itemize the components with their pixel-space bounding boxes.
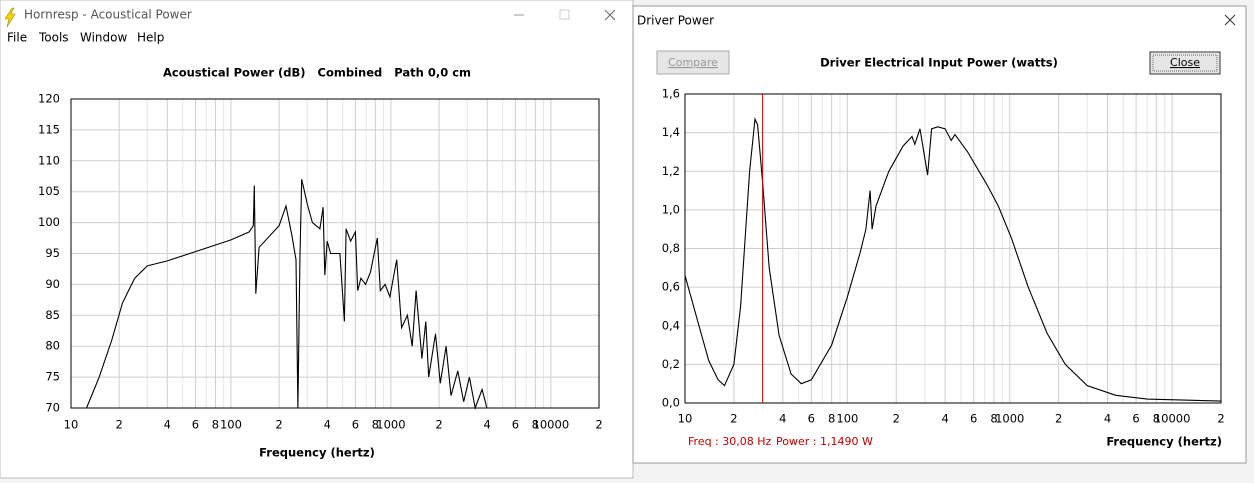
- y-tick-label: 0,6: [662, 280, 680, 294]
- y-tick-label: 90: [45, 277, 60, 291]
- menu-item[interactable]: Tools: [38, 31, 69, 45]
- plot-frame: [684, 93, 1222, 404]
- window-title: Hornresp - Acoustical Power: [24, 8, 192, 22]
- y-tick-label: 1,2: [662, 164, 680, 178]
- x-tick-label: 8: [532, 418, 539, 432]
- x-tick-label: 6: [192, 418, 199, 432]
- y-tick-label: 100: [38, 215, 60, 229]
- x-tick-label: 2: [1217, 412, 1224, 426]
- x-tick-label: 4: [484, 418, 491, 432]
- x-tick-label: 2: [275, 418, 282, 432]
- close-icon[interactable]: [1224, 14, 1236, 26]
- x-tick-label: 6: [970, 412, 977, 426]
- x-tick-label: 2: [595, 418, 602, 432]
- x-tick-label: 1000: [376, 418, 405, 432]
- y-tick-label: 120: [38, 92, 60, 106]
- data-line: [85, 179, 492, 411]
- x-tick-label: 100: [220, 418, 242, 432]
- window-title: Driver Power: [637, 14, 714, 28]
- x-tick-label: 4: [779, 412, 786, 426]
- x-tick-label: 8: [372, 418, 379, 432]
- x-tick-label: 1000: [995, 412, 1024, 426]
- chart-title: Acoustical Power (dB) Combined Path 0,0 …: [163, 66, 471, 80]
- plot-frame: [70, 98, 600, 409]
- y-tick-label: 0,4: [662, 318, 680, 332]
- x-tick-label: 4: [1104, 412, 1111, 426]
- x-tick-label: 4: [164, 418, 171, 432]
- x-tick-label: 2: [115, 418, 122, 432]
- y-tick-label: 105: [38, 184, 60, 198]
- status-power: Power : 1,1490 W: [776, 435, 873, 448]
- data-line: [684, 117, 1222, 402]
- y-tick-label: 1,0: [662, 202, 680, 216]
- menu-item[interactable]: File: [7, 31, 27, 45]
- y-tick-label: 85: [45, 308, 60, 322]
- x-tick-label: 8: [212, 418, 219, 432]
- x-tick-label: 6: [352, 418, 359, 432]
- y-tick-label: 0,0: [662, 396, 680, 410]
- y-tick-label: 110: [38, 153, 60, 167]
- x-tick-label: 10: [678, 412, 693, 426]
- y-tick-label: 95: [45, 246, 60, 260]
- x-tick-label: 8: [828, 412, 835, 426]
- x-tick-label: 2: [730, 412, 737, 426]
- y-tick-label: 70: [45, 401, 60, 415]
- compare-button[interactable]: [656, 50, 730, 75]
- x-axis-label: Frequency (hertz): [1106, 435, 1222, 449]
- button-label: Compare: [668, 56, 718, 69]
- status-freq: Freq : 30,08 Hz: [688, 435, 772, 448]
- x-tick-label: 6: [512, 418, 519, 432]
- close-button[interactable]: [1149, 51, 1221, 75]
- maximize[interactable]: [559, 9, 570, 20]
- focus-rect: [1152, 54, 1218, 72]
- button-label: Close: [1170, 56, 1200, 69]
- x-tick-label: 8: [1153, 412, 1160, 426]
- x-tick-label: 2: [435, 418, 442, 432]
- x-tick-label: 2: [893, 412, 900, 426]
- x-tick-label: 6: [1132, 412, 1139, 426]
- close-icon[interactable]: [604, 9, 616, 21]
- y-tick-label: 0,2: [662, 357, 680, 371]
- y-tick-label: 1,4: [662, 125, 680, 139]
- menu-item[interactable]: Help: [137, 31, 164, 45]
- y-tick-label: 80: [45, 339, 60, 353]
- x-tick-label: 10000: [533, 418, 570, 432]
- x-tick-label: 10: [64, 418, 79, 432]
- x-tick-label: 4: [324, 418, 331, 432]
- y-tick-label: 75: [45, 370, 60, 384]
- y-tick-label: 115: [38, 122, 60, 136]
- x-tick-label: 4: [941, 412, 948, 426]
- x-axis-label: Frequency (hertz): [259, 446, 375, 460]
- x-tick-label: 8: [990, 412, 997, 426]
- app-icon: [4, 7, 16, 28]
- x-tick-label: 10000: [1154, 412, 1191, 426]
- chart-title: Driver Electrical Input Power (watts): [820, 56, 1058, 70]
- x-tick-label: 2: [1055, 412, 1062, 426]
- x-tick-label: 100: [836, 412, 858, 426]
- menu-item[interactable]: Window: [80, 31, 128, 45]
- y-tick-label: 0,8: [662, 241, 680, 255]
- x-tick-label: 6: [808, 412, 815, 426]
- y-tick-label: 1,6: [662, 87, 680, 101]
